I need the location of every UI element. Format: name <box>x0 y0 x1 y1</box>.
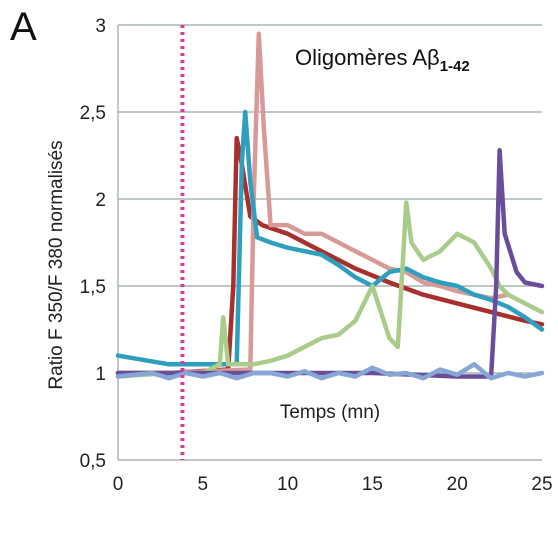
y-tick-label-4: 2,5 <box>80 103 106 124</box>
y-tick-label-3: 2 <box>95 190 106 211</box>
y-tick-label-1: 1 <box>95 364 106 385</box>
y-tick-label-0: 0,5 <box>80 451 106 472</box>
x-tick-label-4: 20 <box>447 474 468 495</box>
series-line-5 <box>115 362 545 381</box>
x-tick-label-2: 10 <box>277 474 298 495</box>
panel-label: A <box>10 5 37 49</box>
y-tick-label-2: 1,5 <box>80 277 106 298</box>
x-tick-label-0: 0 <box>113 474 124 495</box>
series-line-2 <box>115 109 545 367</box>
y-tick-labels: 0,5 1 1,5 2 2,5 3 <box>80 16 106 472</box>
series-line-1 <box>115 31 511 376</box>
series-line-3 <box>115 200 545 379</box>
annotation-text: Oligomères Aβ <box>295 45 440 70</box>
chart-annotation: Oligomères Aβ1-42 <box>295 45 470 75</box>
y-axis-label: Ratio F 350/F 380 normalisés <box>46 140 67 389</box>
x-axis-label: Temps (mn) <box>280 402 380 423</box>
x-tick-labels: 0 5 10 15 20 25 <box>113 474 553 495</box>
x-tick-label-3: 15 <box>362 474 383 495</box>
y-tick-label-5: 3 <box>95 16 106 37</box>
x-tick-label-1: 5 <box>198 474 209 495</box>
series-line-0 <box>115 135 545 376</box>
x-tick-label-5: 25 <box>531 474 552 495</box>
series-layer <box>115 31 545 381</box>
annotation-subscript: 1-42 <box>440 58 470 75</box>
